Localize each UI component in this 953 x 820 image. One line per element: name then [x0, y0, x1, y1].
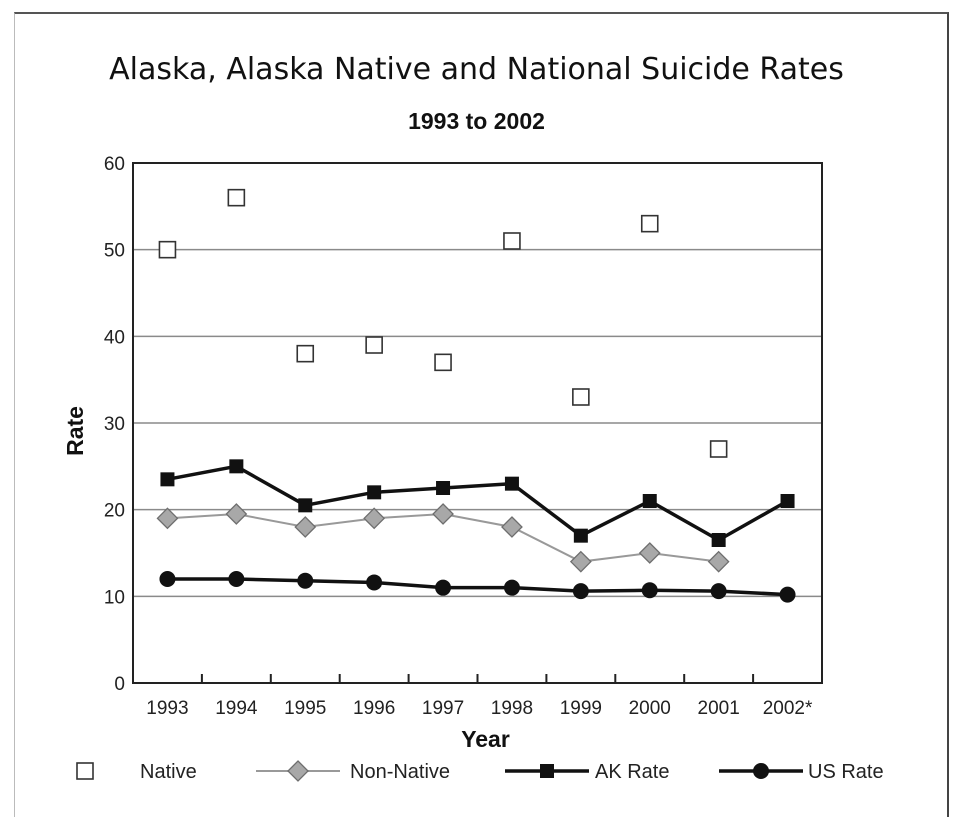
data-point-non-native [638, 542, 661, 564]
data-point-non-native [156, 507, 179, 530]
data-point-us-rate [297, 572, 314, 589]
legend-label-us-rate: US Rate [808, 761, 884, 783]
legend-marker-ak-rate [540, 764, 554, 778]
legend-label-native: Native [140, 761, 197, 783]
data-point-non-native [432, 503, 454, 525]
data-point-ak-rate [298, 498, 313, 513]
data-point-us-rate [641, 582, 658, 599]
y-tick-label: 50 [104, 241, 125, 262]
chart-subtitle: 1993 to 2002 [408, 108, 545, 134]
x-axis-title: Year [461, 726, 510, 752]
x-tick-label: 1996 [353, 698, 395, 719]
series-ak-rate [160, 459, 795, 547]
data-point-us-rate [572, 583, 589, 600]
legend-marker-non-native [287, 760, 309, 782]
x-tick-label: 1999 [560, 698, 602, 719]
data-point-ak-rate [780, 494, 795, 508]
data-point-native [434, 353, 452, 372]
data-point-ak-rate [229, 459, 244, 474]
data-point-non-native [294, 516, 317, 538]
data-point-us-rate [159, 571, 176, 587]
legend-marker-us-rate [753, 763, 769, 779]
data-point-native [709, 440, 728, 458]
data-point-ak-rate [642, 494, 657, 508]
x-tick-label: 2000 [629, 698, 671, 719]
x-tick-label: 2002* [763, 698, 813, 719]
series-line-ak-rate [167, 464, 789, 543]
legend-label-non-native: Non-Native [350, 761, 450, 783]
data-point-native [640, 214, 659, 233]
data-point-ak-rate [504, 476, 519, 491]
x-tick-label: 1994 [215, 698, 258, 719]
data-point-us-rate [228, 571, 245, 587]
y-tick-label: 60 [104, 154, 125, 175]
x-tick-label: 2001 [698, 698, 740, 719]
legend: Native Non-Native AK Rate US Rate [76, 760, 884, 783]
data-point-native [503, 232, 521, 250]
data-point-ak-rate [160, 472, 175, 487]
data-point-native [365, 336, 383, 354]
data-point-us-rate [710, 583, 727, 600]
data-point-non-native [569, 550, 592, 573]
data-point-native [227, 188, 246, 207]
data-point-non-native [363, 507, 386, 530]
data-point-ak-rate [573, 528, 588, 543]
data-point-non-native [225, 503, 248, 525]
data-point-native [296, 344, 315, 363]
y-tick-label: 20 [104, 501, 125, 522]
y-tick-label: 40 [104, 327, 125, 348]
data-point-us-rate [435, 579, 452, 596]
x-tick-label: 1997 [422, 698, 464, 719]
y-tick-label: 10 [104, 587, 125, 608]
y-tick-label: 0 [114, 674, 125, 695]
data-point-ak-rate [711, 533, 726, 547]
y-tick-label: 30 [104, 414, 125, 435]
x-tick-label: 1995 [284, 698, 326, 719]
data-point-native [158, 240, 177, 259]
data-point-us-rate [779, 586, 796, 603]
data-point-non-native [501, 516, 523, 538]
series-line-us-rate [167, 577, 788, 597]
legend-marker-native [76, 762, 94, 780]
chart-title: Alaska, Alaska Native and National Suici… [109, 52, 844, 87]
data-point-non-native [707, 550, 730, 573]
x-tick-label: 1998 [491, 698, 533, 719]
data-point-ak-rate [367, 485, 382, 500]
data-point-ak-rate [436, 481, 451, 495]
series-non-native [156, 503, 730, 573]
x-tick-label: 1993 [146, 698, 188, 719]
data-point-us-rate [366, 574, 383, 591]
y-axis-title: Rate [62, 406, 88, 456]
data-point-native [572, 388, 590, 406]
series-us-rate [159, 571, 796, 603]
data-point-us-rate [503, 579, 520, 596]
series-native [158, 188, 728, 458]
legend-label-ak-rate: AK Rate [595, 761, 669, 783]
